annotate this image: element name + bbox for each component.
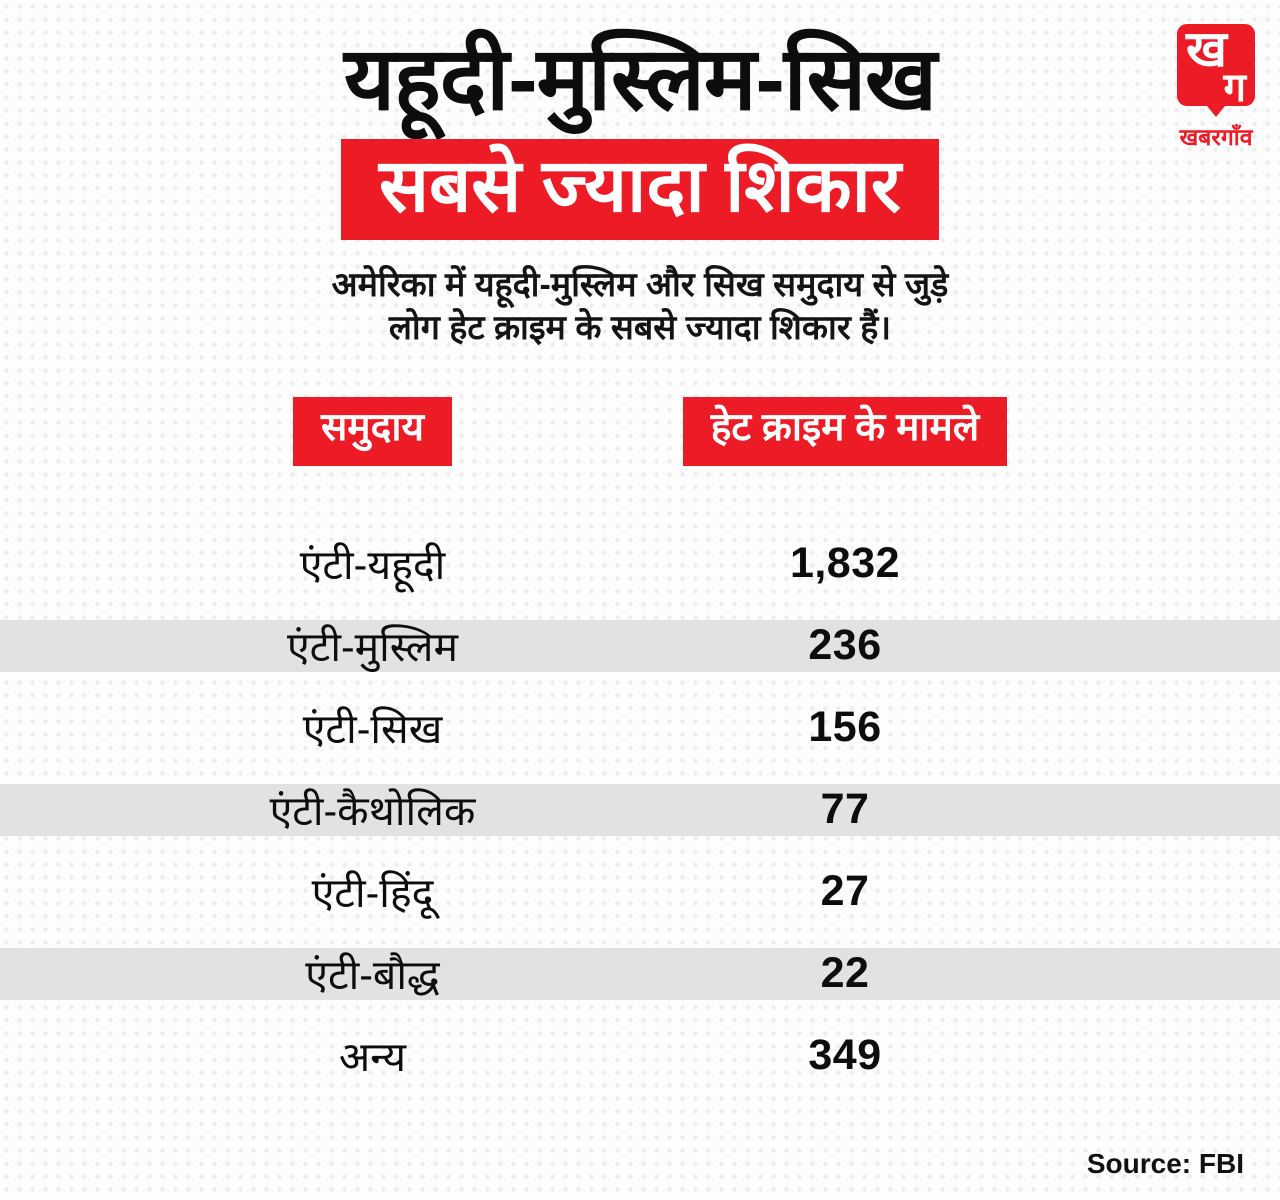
community-label: एंटी-सिख: [302, 705, 443, 752]
case-count: 22: [820, 949, 870, 998]
brand-name: खबरगाँव: [1179, 125, 1253, 150]
subtitle-line-1: अमेरिका में यहूदी-मुस्लिम और सिख समुदाय …: [331, 265, 949, 304]
brand-logo-mark: ख ग: [1177, 21, 1255, 110]
infographic-header: यहूदी-मुस्लिम-सिख सबसे ज्यादा शिकार अमेर…: [0, 0, 1280, 351]
subtitle: अमेरिका में यहूदी-मुस्लिम और सिख समुदाय …: [0, 264, 1280, 351]
community-label-cell: एंटी-हिंदू: [100, 864, 645, 920]
case-count: 236: [808, 621, 882, 670]
community-label: एंटी-कैथोलिक: [269, 787, 476, 834]
subtitle-line-2: लोग हेट क्राइम के सबसे ज्यादा शिकार हैं।: [388, 309, 892, 348]
community-label-cell: एंटी-मुस्लिम: [100, 618, 645, 674]
community-label-cell: एंटी-कैथोलिक: [100, 782, 645, 838]
logo-letter-ga: ग: [1223, 65, 1246, 110]
case-count: 349: [808, 1031, 882, 1080]
table-row: एंटी-बौद्ध 22: [0, 946, 1280, 1002]
community-label-cell: एंटी-यहूदी: [100, 536, 645, 592]
community-header-badge: समुदाय: [292, 396, 453, 466]
cases-header-cell: हेट क्राइम के मामले: [645, 396, 1045, 466]
hate-crime-table: समुदाय हेट क्राइम के मामले एंटी-यहूदी 1,…: [0, 396, 1280, 1082]
community-label: एंटी-बौद्ध: [305, 951, 440, 998]
logo-speech-tail: [1207, 106, 1225, 117]
brand-logo: ख ग खबरगाँव: [1170, 21, 1262, 152]
case-count-cell: 27: [645, 867, 1045, 916]
community-header-cell: समुदाय: [100, 396, 645, 466]
title-line-1: यहूदी-मुस्लिम-सिख: [343, 29, 937, 128]
table-body: एंटी-यहूदी 1,832 एंटी-मुस्लिम 236 एंटी-स…: [0, 538, 1280, 1082]
case-count: 156: [808, 703, 882, 752]
community-label-cell: एंटी-सिख: [100, 700, 645, 756]
case-count-cell: 349: [645, 1031, 1045, 1080]
community-label-cell: एंटी-बौद्ध: [100, 946, 645, 1002]
source-attribution: Source: FBI: [1086, 1148, 1244, 1179]
table-row: अन्य 349: [0, 1030, 1280, 1082]
logo-letter-kha: ख: [1186, 21, 1227, 77]
case-count-cell: 22: [645, 949, 1045, 998]
case-count-cell: 1,832: [645, 539, 1045, 588]
table-row: एंटी-हिंदू 27: [0, 866, 1280, 918]
community-label: अन्य: [338, 1033, 407, 1080]
case-count-cell: 156: [645, 703, 1045, 752]
cases-header-badge: हेट क्राइम के मामले: [682, 396, 1008, 466]
community-label: एंटी-मुस्लिम: [286, 623, 458, 670]
table-header-row: समुदाय हेट क्राइम के मामले: [0, 396, 1280, 466]
table-row: एंटी-यहूदी 1,832: [0, 538, 1280, 590]
case-count: 77: [820, 785, 870, 834]
case-count-cell: 236: [645, 621, 1045, 670]
community-label-cell: अन्य: [100, 1028, 645, 1084]
table-row: एंटी-मुस्लिम 236: [0, 618, 1280, 674]
case-count: 1,832: [789, 539, 901, 588]
title-line-2-banner: सबसे ज्यादा शिकार: [340, 138, 940, 240]
case-count: 27: [820, 867, 870, 916]
community-label: एंटी-हिंदू: [311, 869, 434, 916]
table-row: एंटी-कैथोलिक 77: [0, 782, 1280, 838]
case-count-cell: 77: [645, 785, 1045, 834]
community-label: एंटी-यहूदी: [299, 541, 446, 588]
table-row: एंटी-सिख 156: [0, 702, 1280, 754]
